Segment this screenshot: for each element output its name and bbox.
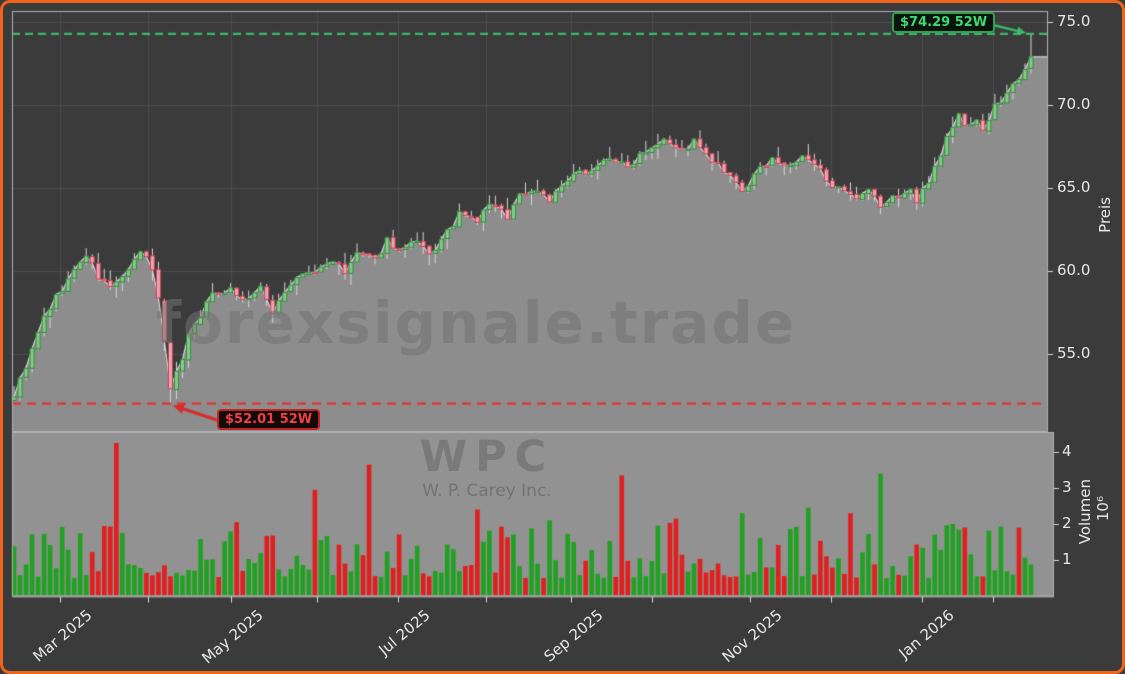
price-tick-label: 70.0 — [1057, 95, 1091, 113]
high-52w-annotation: $74.29 52W — [892, 12, 996, 33]
volume-tick-label: 2 — [1062, 514, 1072, 532]
price-tick-label: 60.0 — [1057, 261, 1091, 279]
volume-tick-label: 3 — [1062, 478, 1072, 496]
symbol-watermark: WPC — [419, 432, 555, 482]
volume-tick-label: 1 — [1062, 550, 1072, 568]
price-tick-label: 55.0 — [1057, 344, 1091, 362]
volume-axis-title: Volumen — [1076, 479, 1094, 545]
volume-axis-unit: 10⁶ — [1094, 496, 1112, 522]
site-watermark: forexsignale.trade — [155, 289, 797, 357]
price-tick-label: 65.0 — [1057, 178, 1091, 196]
company-watermark: W. P. Carey Inc. — [422, 481, 552, 501]
price-axis-title: Preis — [1096, 197, 1114, 233]
low-52w-annotation: $52.01 52W — [217, 409, 321, 430]
volume-tick-label: 4 — [1062, 442, 1072, 460]
price-tick-label: 75.0 — [1057, 12, 1091, 30]
